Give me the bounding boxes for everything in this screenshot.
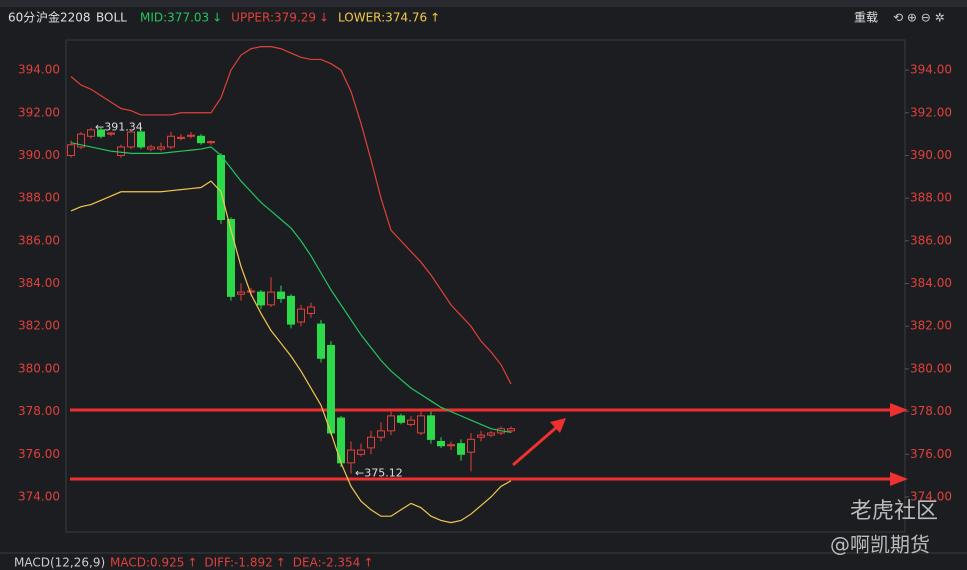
- candle-body: [377, 430, 385, 438]
- candle-body: [137, 131, 145, 148]
- y-tick-label: 388.00: [18, 191, 60, 205]
- indicator: BOLL: [96, 11, 127, 25]
- candle-body: [387, 415, 395, 432]
- candle-body: [217, 154, 225, 221]
- candle-body: [467, 438, 475, 453]
- candle-body: [317, 323, 325, 359]
- candle-body: [257, 291, 265, 306]
- candle-body: [107, 132, 115, 135]
- band-line: [70, 142, 512, 433]
- candle-body: [227, 219, 235, 297]
- annotation: ←391.34: [95, 121, 143, 134]
- indicator-value: UPPER:379.29: [231, 11, 316, 25]
- y2-tick-label: 388.00: [910, 191, 952, 205]
- y-tick-label: 380.00: [18, 361, 60, 375]
- y-tick-label: 394.00: [18, 63, 60, 77]
- candle-body: [267, 291, 275, 306]
- candle-body: [407, 419, 415, 425]
- y-tick-label: 392.00: [18, 105, 60, 119]
- y2-tick-label: 392.00: [910, 105, 952, 119]
- y2-tick-label: 374.00: [910, 489, 952, 503]
- y2-tick-label: 394.00: [910, 63, 952, 77]
- y-tick-label: 386.00: [18, 233, 60, 247]
- candle-body: [477, 434, 485, 438]
- macd-arrow: ↑: [276, 556, 286, 570]
- macd-value: DIFF:-1.892: [204, 556, 272, 570]
- candle-body: [167, 135, 175, 148]
- candle-body: [327, 344, 335, 434]
- candle-body: [457, 443, 465, 455]
- candle-body: [437, 440, 445, 447]
- y-tick-label: 390.00: [18, 148, 60, 162]
- indicator-value: MID:377.03: [140, 11, 209, 25]
- candle-body: [397, 415, 405, 423]
- candle-body: [347, 449, 355, 464]
- candle-body: [507, 428, 515, 432]
- macd-value: DEA:-2.354: [293, 556, 361, 570]
- candle-body: [307, 306, 315, 314]
- y2-tick-label: 382.00: [910, 319, 952, 333]
- indicator-arrow: ↓: [212, 11, 222, 25]
- candle-body: [417, 415, 425, 434]
- candle-body: [237, 291, 245, 295]
- candle-body: [117, 146, 125, 156]
- icon[interactable]: ⟲ ⊕ ⊖ ✲: [893, 11, 945, 25]
- candle-body: [247, 290, 255, 293]
- y-tick-label: 382.00: [18, 319, 60, 333]
- candle-body: [127, 131, 135, 148]
- candle-body: [427, 415, 435, 440]
- candle-body: [177, 136, 185, 139]
- candle-body: [87, 129, 95, 137]
- y2-tick-label: 380.00: [910, 361, 952, 375]
- y2-tick-label: 390.00: [910, 148, 952, 162]
- symbol: 沪金2208: [36, 10, 91, 25]
- drawing-arrows: [70, 403, 908, 486]
- plot-frame: [65, 39, 906, 533]
- y-tick-label: 384.00: [18, 276, 60, 290]
- candle-body: [207, 141, 215, 144]
- macd-name: MACD(12,26,9): [14, 556, 105, 570]
- indicator-arrow: ↓: [319, 11, 329, 25]
- indicator-value: LOWER:374.76: [338, 11, 427, 25]
- period: 60分: [8, 11, 35, 25]
- candle-body: [187, 134, 195, 137]
- y-tick-label: 378.00: [18, 404, 60, 418]
- indicator-arrow: ↑: [430, 11, 440, 25]
- candle-body: [367, 436, 375, 449]
- y2-tick-label: 376.00: [910, 447, 952, 461]
- candle-body: [447, 444, 455, 447]
- watermark: 老虎社区: [850, 499, 938, 524]
- y-tick-label: 376.00: [18, 447, 60, 461]
- band-line: [70, 180, 512, 524]
- candle-body: [197, 135, 205, 144]
- watermark: @啊凯期货: [830, 533, 930, 557]
- reload-button[interactable]: 重载: [854, 11, 878, 25]
- annotation: ←375.12: [355, 467, 403, 480]
- candle-body: [67, 144, 75, 156]
- candle-body: [487, 432, 495, 436]
- candle-body: [277, 291, 285, 299]
- y2-tick-label: 378.00: [910, 404, 952, 418]
- y2-tick-label: 386.00: [910, 233, 952, 247]
- macd-arrow: ↑: [187, 556, 197, 570]
- y-tick-label: 374.00: [18, 489, 60, 503]
- candle-body: [357, 449, 365, 455]
- candle-body: [97, 129, 105, 137]
- macd-value: MACD:0.925: [110, 556, 184, 570]
- candle-body: [297, 308, 305, 323]
- y2-tick-label: 384.00: [910, 276, 952, 290]
- candle-body: [147, 146, 155, 150]
- candle-body: [77, 133, 85, 148]
- band-line: [70, 46, 512, 385]
- candle-body: [287, 295, 295, 325]
- macd-arrow: ↑: [363, 556, 373, 570]
- candle-body: [157, 146, 165, 150]
- toolbar: [0, 0, 967, 7]
